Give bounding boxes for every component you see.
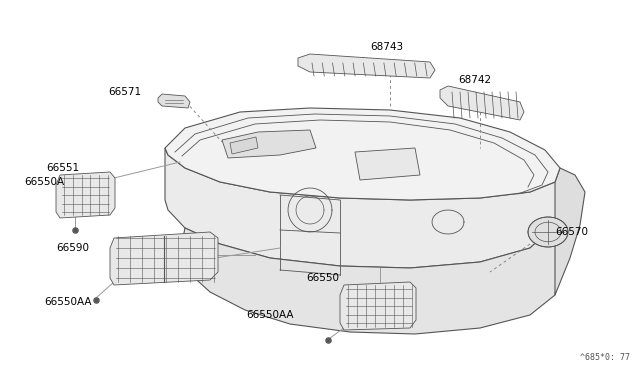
Text: 66550: 66550 — [306, 273, 339, 283]
Text: 66550AA: 66550AA — [246, 310, 294, 320]
Polygon shape — [158, 94, 190, 108]
Polygon shape — [165, 148, 560, 268]
Text: 68743: 68743 — [370, 42, 403, 52]
Polygon shape — [222, 130, 316, 158]
Text: 66550AA: 66550AA — [44, 297, 92, 307]
Polygon shape — [440, 86, 524, 120]
Text: 66551: 66551 — [46, 163, 79, 173]
Polygon shape — [230, 137, 258, 154]
Text: 66590: 66590 — [56, 243, 89, 253]
Text: 68742: 68742 — [458, 75, 491, 85]
Polygon shape — [165, 108, 560, 200]
Polygon shape — [355, 148, 420, 180]
Ellipse shape — [528, 217, 568, 247]
Polygon shape — [56, 172, 115, 218]
Text: 66571: 66571 — [108, 87, 141, 97]
Text: 66550A: 66550A — [24, 177, 64, 187]
Polygon shape — [298, 54, 435, 78]
Text: 66570: 66570 — [555, 227, 588, 237]
Polygon shape — [340, 282, 416, 330]
Polygon shape — [180, 225, 560, 334]
Polygon shape — [110, 232, 218, 285]
Text: ^685*0: 77: ^685*0: 77 — [580, 353, 630, 362]
Polygon shape — [555, 168, 585, 295]
